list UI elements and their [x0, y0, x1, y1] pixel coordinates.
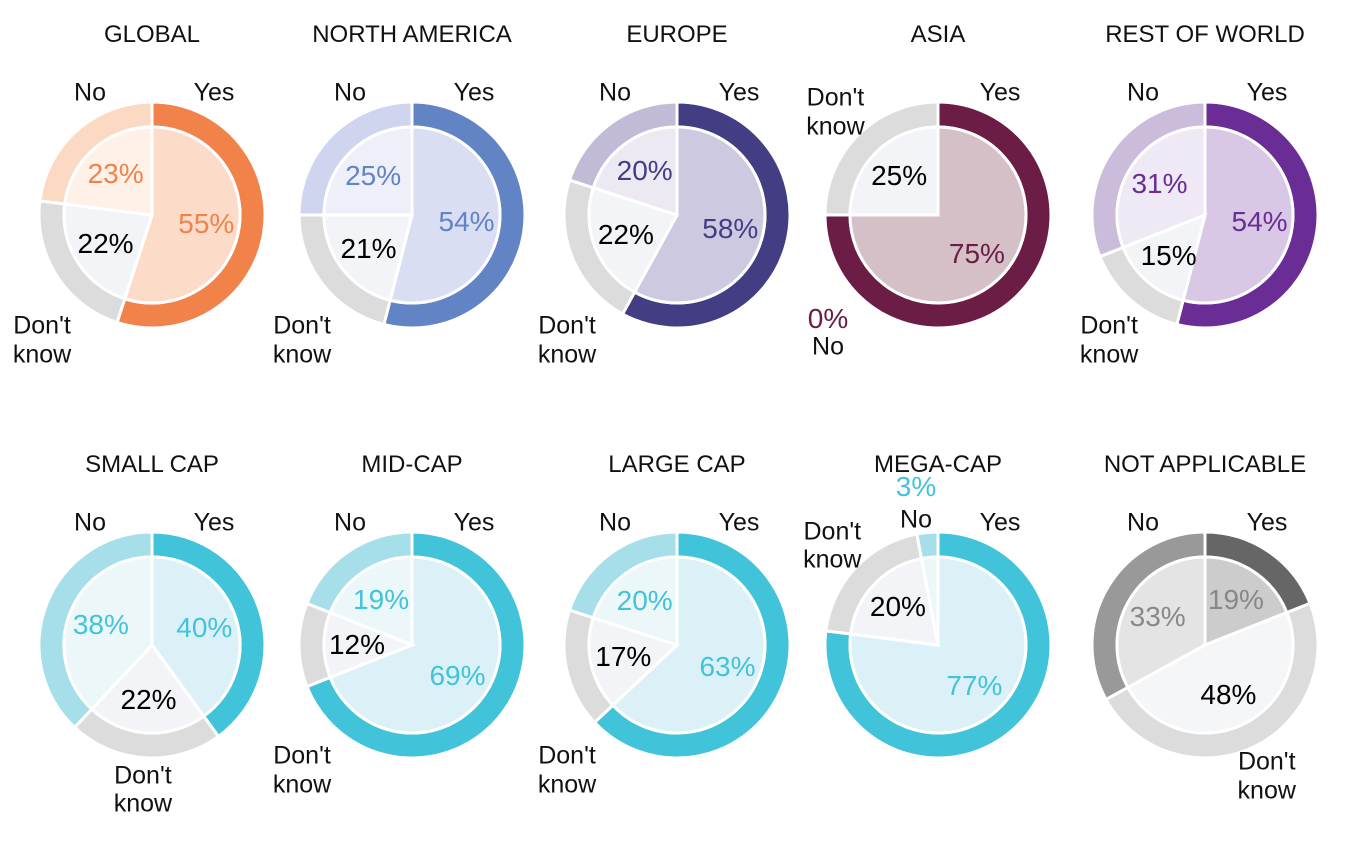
- category-label: Don't know: [272, 741, 332, 798]
- inner-segment: [322, 125, 414, 217]
- chart-title: EUROPE: [626, 21, 728, 49]
- value-label: 23%: [87, 157, 144, 189]
- chart-title: REST OF WORLD: [1105, 21, 1305, 49]
- value-label: 58%: [702, 212, 759, 244]
- category-label: Yes: [453, 78, 495, 107]
- inner-segment: [1125, 610, 1295, 735]
- inner-segment: [1121, 212, 1208, 303]
- category-label: Don't know: [806, 83, 865, 141]
- category-label: Yes: [718, 78, 760, 107]
- value-label: 54%: [438, 205, 495, 237]
- category-label: Yes: [718, 508, 760, 537]
- value-label: 20%: [869, 591, 926, 623]
- category-label: Don't know: [537, 311, 597, 368]
- inner-segment: [591, 555, 679, 648]
- category-label: Don't know: [803, 516, 862, 574]
- inner-segment: [848, 125, 940, 217]
- category-label: Yes: [979, 508, 1021, 537]
- value-label: 22%: [77, 228, 134, 260]
- value-label: 19%: [1207, 583, 1264, 615]
- category-label: Yes: [193, 78, 235, 107]
- category-label: No: [599, 508, 631, 537]
- inner-segment: [328, 555, 414, 648]
- inner-segment: [388, 125, 502, 305]
- chart-title: ASIA: [910, 21, 966, 49]
- inner-segment: [632, 125, 767, 305]
- value-label: 77%: [946, 670, 1003, 702]
- chart-title: LARGE CAP: [608, 451, 746, 479]
- inner-segment: [322, 213, 414, 303]
- inner-segment: [62, 202, 154, 301]
- category-label: No: [812, 332, 844, 361]
- value-label: 21%: [340, 232, 397, 264]
- chart-title: SMALL CAP: [85, 451, 219, 479]
- value-label: 75%: [948, 237, 1005, 269]
- category-label: Don't know: [537, 741, 597, 798]
- inner-segment: [610, 555, 767, 735]
- category-label: Yes: [1246, 78, 1288, 107]
- value-label: 25%: [345, 160, 402, 191]
- chart-title: NORTH AMERICA: [312, 21, 512, 49]
- category-label: No: [599, 78, 631, 107]
- ring-segment: [915, 530, 940, 561]
- value-label: 15%: [1140, 240, 1197, 272]
- category-label: Don't know: [1237, 747, 1296, 805]
- value-label: 12%: [328, 628, 386, 660]
- value-label: 19%: [353, 583, 410, 615]
- value-label: 33%: [1129, 600, 1186, 632]
- value-label: 63%: [699, 650, 756, 682]
- value-label: 0%: [807, 302, 849, 334]
- category-label: Yes: [1246, 508, 1288, 537]
- inner-segment: [1115, 555, 1207, 690]
- value-label: 25%: [871, 160, 928, 191]
- category-label: Yes: [193, 508, 235, 537]
- inner-segment: [1181, 125, 1295, 305]
- category-label: Yes: [979, 78, 1021, 107]
- category-label: No: [334, 508, 366, 537]
- value-label: 38%: [72, 608, 129, 640]
- value-label: 20%: [616, 584, 673, 616]
- value-label: 55%: [178, 207, 235, 239]
- category-label: No: [334, 78, 366, 107]
- value-label: 3%: [895, 470, 937, 502]
- inner-segment: [1203, 555, 1289, 648]
- category-label: Don't know: [272, 311, 332, 368]
- inner-segment: [587, 615, 680, 708]
- value-label: 48%: [1200, 678, 1257, 710]
- category-label: Don't know: [113, 760, 173, 818]
- value-label: 22%: [597, 219, 654, 251]
- category-label: No: [1127, 508, 1159, 537]
- chart-title: NOT APPLICABLE: [1103, 451, 1307, 479]
- inner-segment: [63, 125, 154, 217]
- value-label: 22%: [120, 683, 177, 715]
- value-label: 20%: [616, 154, 673, 186]
- inner-segment: [122, 125, 242, 305]
- inner-segment: [1115, 125, 1207, 250]
- category-label: No: [900, 505, 932, 534]
- category-label: Don't know: [12, 311, 72, 368]
- chart-title: MID-CAP: [361, 451, 463, 479]
- inner-segment: [587, 185, 680, 295]
- inner-segment: [919, 555, 940, 646]
- chart-title: MEGA-CAP: [873, 451, 1003, 479]
- value-label: 31%: [1131, 167, 1188, 199]
- value-label: 69%: [429, 659, 486, 691]
- chart-title: GLOBAL: [103, 21, 201, 49]
- category-label: Don't know: [1079, 311, 1139, 368]
- inner-segment: [849, 556, 940, 647]
- inner-segment: [591, 125, 679, 218]
- value-label: 54%: [1231, 205, 1288, 237]
- inner-segment: [89, 642, 206, 735]
- category-label: No: [74, 508, 106, 537]
- category-label: No: [74, 78, 106, 107]
- category-label: No: [1127, 78, 1159, 107]
- value-label: 40%: [176, 611, 233, 643]
- value-label: 17%: [595, 640, 652, 672]
- inner-segment: [62, 555, 154, 712]
- inner-segment: [150, 555, 242, 719]
- category-label: Yes: [453, 508, 495, 537]
